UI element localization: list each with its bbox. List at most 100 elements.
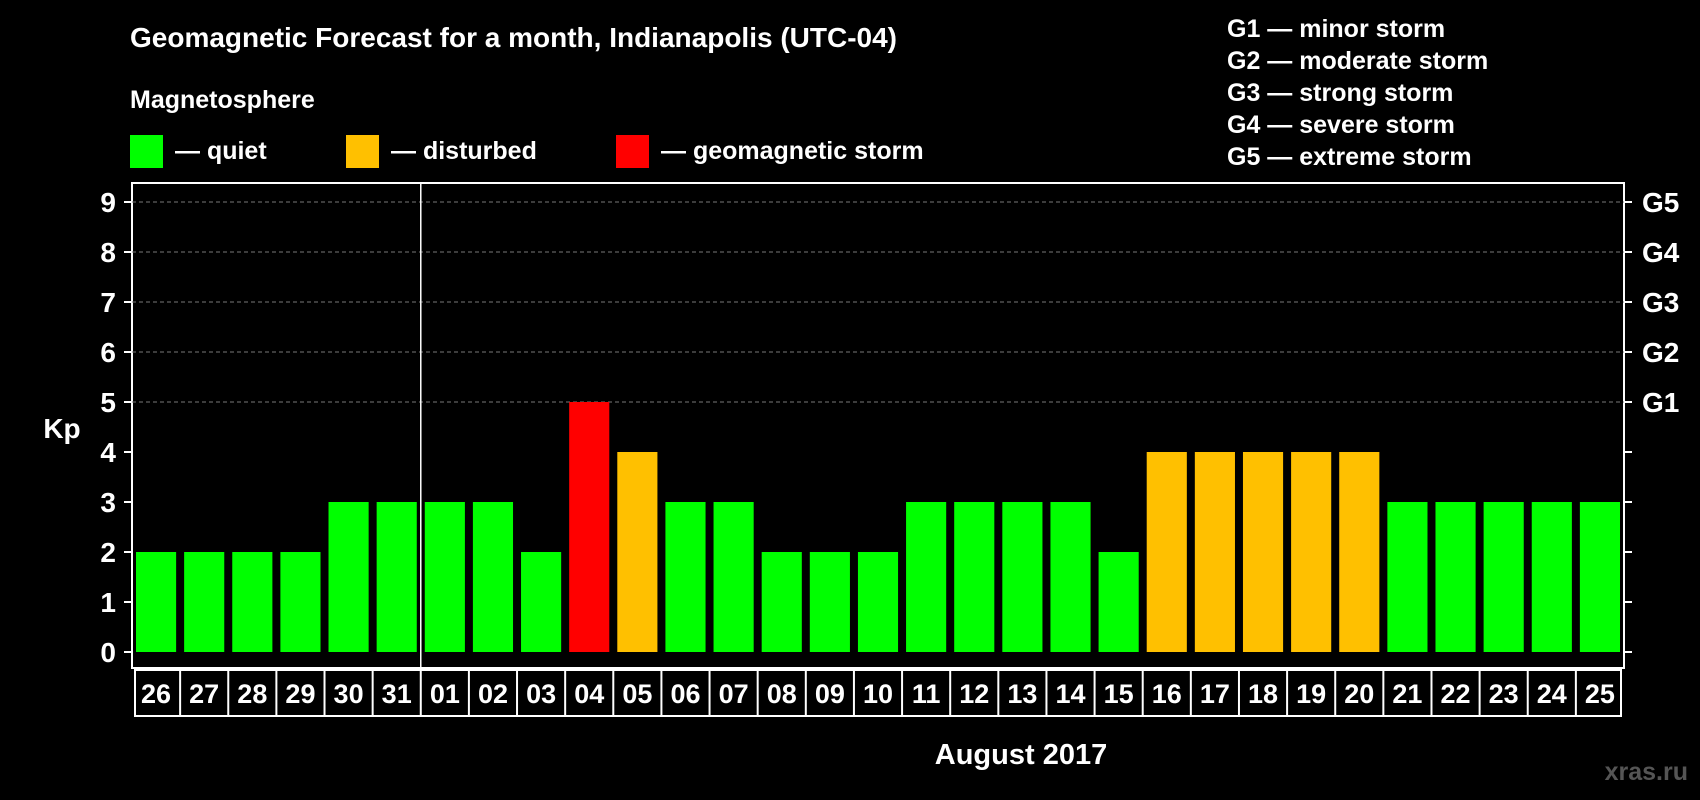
watermark: xras.ru: [1604, 758, 1688, 786]
legend-label-disturbed: — disturbed: [391, 136, 537, 165]
bar-day-30: [328, 502, 369, 652]
chart-title: Geomagnetic Forecast for a month, Indian…: [130, 22, 897, 53]
x-tick-label-16: 16: [1152, 679, 1182, 709]
x-tick-label-30: 30: [334, 679, 364, 709]
x-tick-label-20: 20: [1344, 679, 1374, 709]
y-tick-label-1: 1: [100, 587, 116, 618]
x-tick-label-29: 29: [285, 679, 315, 709]
g-scale-label-g4: G4: [1642, 237, 1680, 268]
legend-item-quiet: — quiet: [130, 134, 267, 168]
g-scale-label-g2: G2: [1642, 337, 1679, 368]
bar-day-21: [1387, 502, 1428, 652]
storm-scale-g3: G3 — strong storm: [1227, 79, 1454, 107]
y-tick-label-9: 9: [100, 187, 116, 218]
y-tick-label-7: 7: [100, 287, 116, 318]
bar-day-13: [1002, 502, 1043, 652]
bar-day-16: [1146, 452, 1187, 652]
x-tick-label-03: 03: [526, 679, 556, 709]
x-tick-label-27: 27: [189, 679, 219, 709]
bar-day-08: [761, 552, 802, 652]
x-tick-label-13: 13: [1007, 679, 1037, 709]
x-tick-label-12: 12: [959, 679, 989, 709]
x-tick-label-07: 07: [719, 679, 749, 709]
bar-day-14: [1050, 502, 1091, 652]
x-axis-label: August 2017: [935, 739, 1107, 771]
x-tick-label-04: 04: [574, 679, 604, 709]
x-tick-label-25: 25: [1585, 679, 1615, 709]
bar-day-28: [232, 552, 273, 652]
storm-scale-g5: G5 — extreme storm: [1227, 143, 1472, 171]
y-tick-label-4: 4: [100, 437, 116, 468]
x-tick-label-26: 26: [141, 679, 171, 709]
g-scale-label-g1: G1: [1642, 387, 1679, 418]
x-tick-label-14: 14: [1055, 679, 1085, 709]
legend-heading: Magnetosphere: [130, 86, 315, 114]
legend-label-quiet: — quiet: [175, 136, 267, 165]
bar-day-19: [1291, 452, 1332, 652]
x-tick-label-31: 31: [382, 679, 412, 709]
bar-day-26: [136, 552, 177, 652]
x-tick-label-23: 23: [1489, 679, 1519, 709]
x-tick-label-17: 17: [1200, 679, 1230, 709]
bar-day-04: [569, 402, 610, 652]
y-tick-label-6: 6: [100, 337, 116, 368]
legend-item-disturbed: — disturbed: [346, 134, 537, 168]
x-tick-label-06: 06: [670, 679, 700, 709]
y-tick-label-0: 0: [100, 637, 116, 668]
legend-swatch-disturbed: [346, 134, 379, 168]
y-tick-label-2: 2: [100, 537, 116, 568]
bar-day-11: [906, 502, 947, 652]
x-tick-label-21: 21: [1392, 679, 1422, 709]
x-tick-label-28: 28: [237, 679, 267, 709]
bar-day-18: [1242, 452, 1284, 652]
x-tick-label-22: 22: [1441, 679, 1471, 709]
bar-day-01: [424, 502, 465, 652]
plot-frame: [131, 182, 1625, 669]
g-scale-label-g3: G3: [1642, 287, 1679, 318]
x-tick-label-01: 01: [430, 679, 460, 709]
bar-day-06: [665, 502, 706, 652]
bar-day-07: [713, 502, 754, 652]
bar-day-09: [809, 552, 850, 652]
bar-day-17: [1194, 452, 1235, 652]
g-scale-label-g5: G5: [1642, 187, 1679, 218]
legend-item-storm: — geomagnetic storm: [616, 134, 924, 168]
storm-scale-g1: G1 — minor storm: [1227, 15, 1446, 43]
bar-day-10: [857, 552, 899, 652]
x-tick-label-15: 15: [1104, 679, 1134, 709]
bar-day-25: [1579, 502, 1620, 652]
bar-day-31: [376, 502, 417, 652]
bar-day-27: [184, 552, 225, 652]
legend-swatch-quiet: [130, 134, 163, 168]
y-tick-label-3: 3: [100, 487, 116, 518]
x-tick-label-19: 19: [1296, 679, 1326, 709]
x-tick-label-09: 09: [815, 679, 845, 709]
date-axis-frame: [134, 669, 1622, 717]
bar-day-03: [521, 552, 562, 652]
y-tick-label-8: 8: [100, 237, 116, 268]
x-tick-label-02: 02: [478, 679, 508, 709]
x-tick-label-08: 08: [767, 679, 797, 709]
y-tick-label-5: 5: [100, 387, 116, 418]
storm-scale-legend: G1 — minor storm G2 — moderate storm G3 …: [1227, 13, 1488, 173]
bar-day-15: [1098, 552, 1139, 652]
y-axis-label: Kp: [43, 413, 80, 444]
bar-day-05: [617, 452, 658, 652]
bar-day-22: [1435, 502, 1476, 652]
bar-day-29: [280, 552, 321, 652]
storm-scale-g4: G4 — severe storm: [1227, 111, 1455, 139]
x-tick-label-05: 05: [622, 679, 652, 709]
bar-day-20: [1339, 452, 1380, 652]
legend-swatch-storm: [616, 134, 649, 168]
x-tick-label-10: 10: [863, 679, 893, 709]
x-tick-label-24: 24: [1537, 679, 1567, 709]
bar-day-23: [1483, 502, 1524, 652]
legend-label-storm: — geomagnetic storm: [661, 136, 924, 165]
bar-day-12: [954, 502, 995, 652]
x-tick-label-11: 11: [912, 679, 941, 709]
storm-scale-g2: G2 — moderate storm: [1227, 47, 1489, 75]
bar-day-02: [472, 502, 514, 652]
bar-day-24: [1531, 502, 1572, 652]
x-tick-label-18: 18: [1248, 679, 1278, 709]
